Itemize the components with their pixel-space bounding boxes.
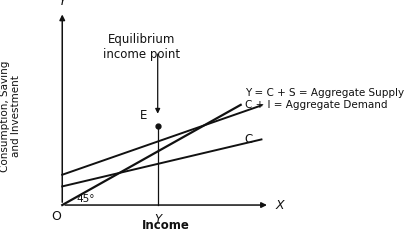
Text: O: O [51, 210, 61, 223]
Text: C + I = Aggregate Demand: C + I = Aggregate Demand [245, 100, 387, 110]
Text: X: X [276, 199, 285, 212]
Text: Y: Y [59, 0, 66, 8]
Text: E: E [140, 109, 147, 122]
Text: Consumption, Saving
and Investment: Consumption, Saving and Investment [0, 61, 21, 172]
Text: Income: Income [142, 219, 190, 232]
Text: 45°: 45° [77, 194, 95, 204]
Text: Equilibrium
income point: Equilibrium income point [103, 33, 180, 61]
Text: C: C [245, 133, 253, 146]
Text: Y = C + S = Aggregate Supply: Y = C + S = Aggregate Supply [245, 88, 404, 98]
Text: Y: Y [154, 213, 161, 226]
